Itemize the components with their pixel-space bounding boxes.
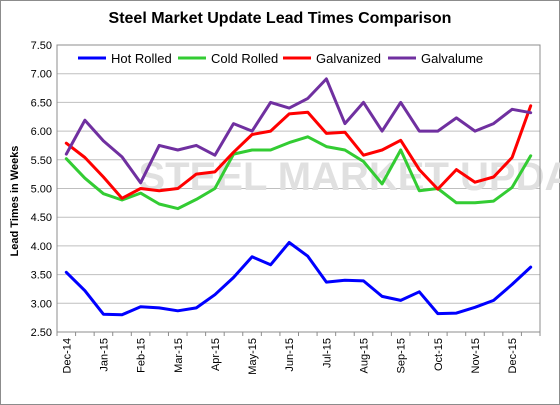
y-tick-label: 3.50 (31, 270, 52, 282)
y-tick-label: 4.50 (31, 212, 52, 224)
y-tick-label: 3.00 (31, 298, 52, 310)
chart-title: Steel Market Update Lead Times Compariso… (108, 10, 452, 27)
x-tick-label: May-15 (247, 338, 259, 375)
x-tick-label: Mar-15 (173, 338, 185, 373)
legend-label: Cold Rolled (211, 51, 278, 66)
x-tick-label: Sep-15 (396, 338, 408, 373)
y-tick-label: 5.00 (31, 184, 52, 196)
x-tick-label: Aug-15 (359, 338, 371, 373)
x-tick-label: Jan-15 (98, 338, 110, 372)
y-tick-label: 6.50 (31, 97, 52, 109)
x-tick-label: Jul-15 (321, 338, 333, 368)
series-line-cold-rolled (64, 135, 533, 211)
y-tick-label: 2.50 (31, 327, 52, 339)
series-line-galvalume (64, 77, 533, 185)
watermark-text: STEEL MARKET UPDATE (139, 155, 560, 199)
legend-label: Hot Rolled (111, 51, 172, 66)
y-tick-label: 5.50 (31, 155, 52, 167)
x-tick-label: Feb-15 (136, 338, 148, 373)
series-line-galvanized (64, 104, 533, 200)
x-tick-label: Jun-15 (284, 338, 296, 372)
y-tick-label: 7.50 (31, 40, 52, 52)
y-tick-label: 6.00 (31, 126, 52, 138)
legend-label: Galvalume (421, 51, 483, 66)
y-tick-label: 7.00 (31, 69, 52, 81)
y-tick-label: 4.00 (31, 241, 52, 253)
series-line-hot-rolled (64, 241, 533, 317)
x-tick-label: Apr-15 (210, 338, 222, 371)
x-tick-label: Oct-15 (433, 338, 445, 371)
legend-label: Galvanized (316, 51, 381, 66)
x-tick-label: Dec-14 (61, 338, 73, 373)
x-tick-label: Dec-15 (507, 338, 519, 373)
x-tick-label: Nov-15 (470, 338, 482, 373)
